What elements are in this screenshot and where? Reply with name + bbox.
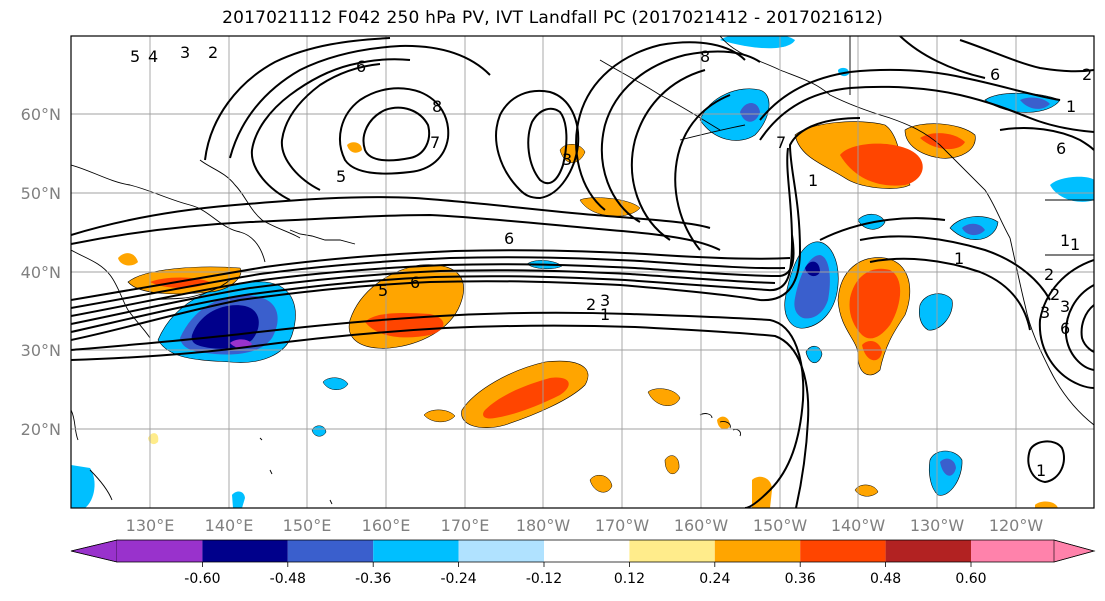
contour-label: 1 xyxy=(1066,97,1076,116)
contour-label: 5 xyxy=(130,47,140,66)
colorbar-cell xyxy=(800,540,886,562)
contour-labels: 5 4 3 2 6 8 7 5 6 3 8 7 1 6 2 3 1 5 6 2 … xyxy=(130,43,1092,480)
contour-label: 5 xyxy=(336,167,346,186)
contour-label: 6 xyxy=(1056,139,1066,158)
contour-label: 5 xyxy=(378,281,388,300)
colorbar-tick-label: -0.12 xyxy=(526,571,562,587)
contour-label: 2 xyxy=(1082,65,1092,84)
colorbar-tick-label: 0.60 xyxy=(955,571,986,587)
lon-label: 170°E xyxy=(441,516,490,535)
lon-label: 160°E xyxy=(362,516,411,535)
contour-label: 2 xyxy=(208,43,218,62)
contour-label: 1 xyxy=(1060,231,1070,250)
contour-label: 2 xyxy=(1044,265,1054,284)
lat-label: 30°N xyxy=(21,341,61,360)
contour-label: 1 xyxy=(1036,461,1046,480)
colorbar-tick-label: -0.24 xyxy=(440,571,476,587)
colorbar-cell xyxy=(971,540,1054,562)
colorbar-cell xyxy=(287,540,374,562)
colorbar-cell xyxy=(885,540,971,562)
contour-label: 2 xyxy=(586,295,596,314)
colorbar-outline xyxy=(70,539,1096,563)
pv-contours xyxy=(71,36,1094,508)
colorbar-tick-label: 0.48 xyxy=(870,571,901,587)
contour-label: 6 xyxy=(504,229,514,248)
colorbar-tick-label: -0.48 xyxy=(270,571,306,587)
contour-label: 6 xyxy=(356,57,366,76)
contour-label: 1 xyxy=(1070,235,1080,254)
lon-label: 140°W xyxy=(831,516,886,535)
lon-label: 170°W xyxy=(595,516,650,535)
lon-label: 150°W xyxy=(753,516,808,535)
lat-label: 40°N xyxy=(21,263,61,282)
colorbar-cell xyxy=(714,540,801,562)
contour-label: 1 xyxy=(808,171,818,190)
lon-label: 130°E xyxy=(126,516,175,535)
contour-label: 1 xyxy=(600,305,610,324)
contour-label: 6 xyxy=(990,65,1000,84)
contour-label: 1 xyxy=(954,249,964,268)
contour-label: 3 xyxy=(180,43,190,62)
colorbar-cell xyxy=(544,540,630,562)
map-title: 2017021112 F042 250 hPa PV, IVT Landfall… xyxy=(222,8,883,28)
colorbar-cell xyxy=(70,539,118,563)
lon-label: 150°E xyxy=(283,516,332,535)
contour-label: 6 xyxy=(1060,319,1070,338)
colorbar-cell xyxy=(629,540,715,562)
contour-label: 3 xyxy=(562,150,572,169)
contour-label: 8 xyxy=(432,97,442,116)
plot-border xyxy=(70,35,1095,509)
colorbar-tick-label: -0.36 xyxy=(355,571,391,587)
contour-label: 7 xyxy=(430,133,440,152)
colorbar-tick-label: 0.12 xyxy=(614,571,645,587)
colorbar-cell xyxy=(202,540,288,562)
lon-label: 160°W xyxy=(674,516,729,535)
lon-label: 120°W xyxy=(989,516,1044,535)
islands xyxy=(259,229,741,505)
lon-label: 180°W xyxy=(516,516,571,535)
colorbar-cell xyxy=(373,540,459,562)
contour-label: 3 xyxy=(1040,303,1050,322)
lat-label: 50°N xyxy=(21,184,61,203)
contour-label: 8 xyxy=(700,47,710,66)
contour-label: 2 xyxy=(1050,285,1060,304)
colorbar-tick-label: -0.60 xyxy=(184,571,220,587)
lon-label: 130°W xyxy=(910,516,965,535)
contour-label: 3 xyxy=(600,291,610,310)
lat-label: 20°N xyxy=(21,420,61,439)
colorbar: -0.60 -0.48 -0.36 -0.24 -0.12 0.12 0.24 … xyxy=(70,539,1096,587)
colorbar-cell xyxy=(1053,539,1096,563)
latitude-labels: 60°N 50°N 40°N 30°N 20°N xyxy=(21,105,61,439)
contour-label: 7 xyxy=(776,133,786,152)
colorbar-cell xyxy=(458,540,544,562)
lon-label: 140°E xyxy=(205,516,254,535)
colorbar-tick-label: 0.36 xyxy=(785,571,816,587)
contour-label: 6 xyxy=(410,273,420,292)
contour-label: 4 xyxy=(148,47,158,66)
colorbar-tick-label: 0.24 xyxy=(699,571,730,587)
lat-label: 60°N xyxy=(21,105,61,124)
colorbar-cell xyxy=(117,540,203,562)
longitude-labels: 130°E 140°E 150°E 160°E 170°E 180°W 170°… xyxy=(126,516,1044,535)
contour-label: 3 xyxy=(1060,297,1070,316)
